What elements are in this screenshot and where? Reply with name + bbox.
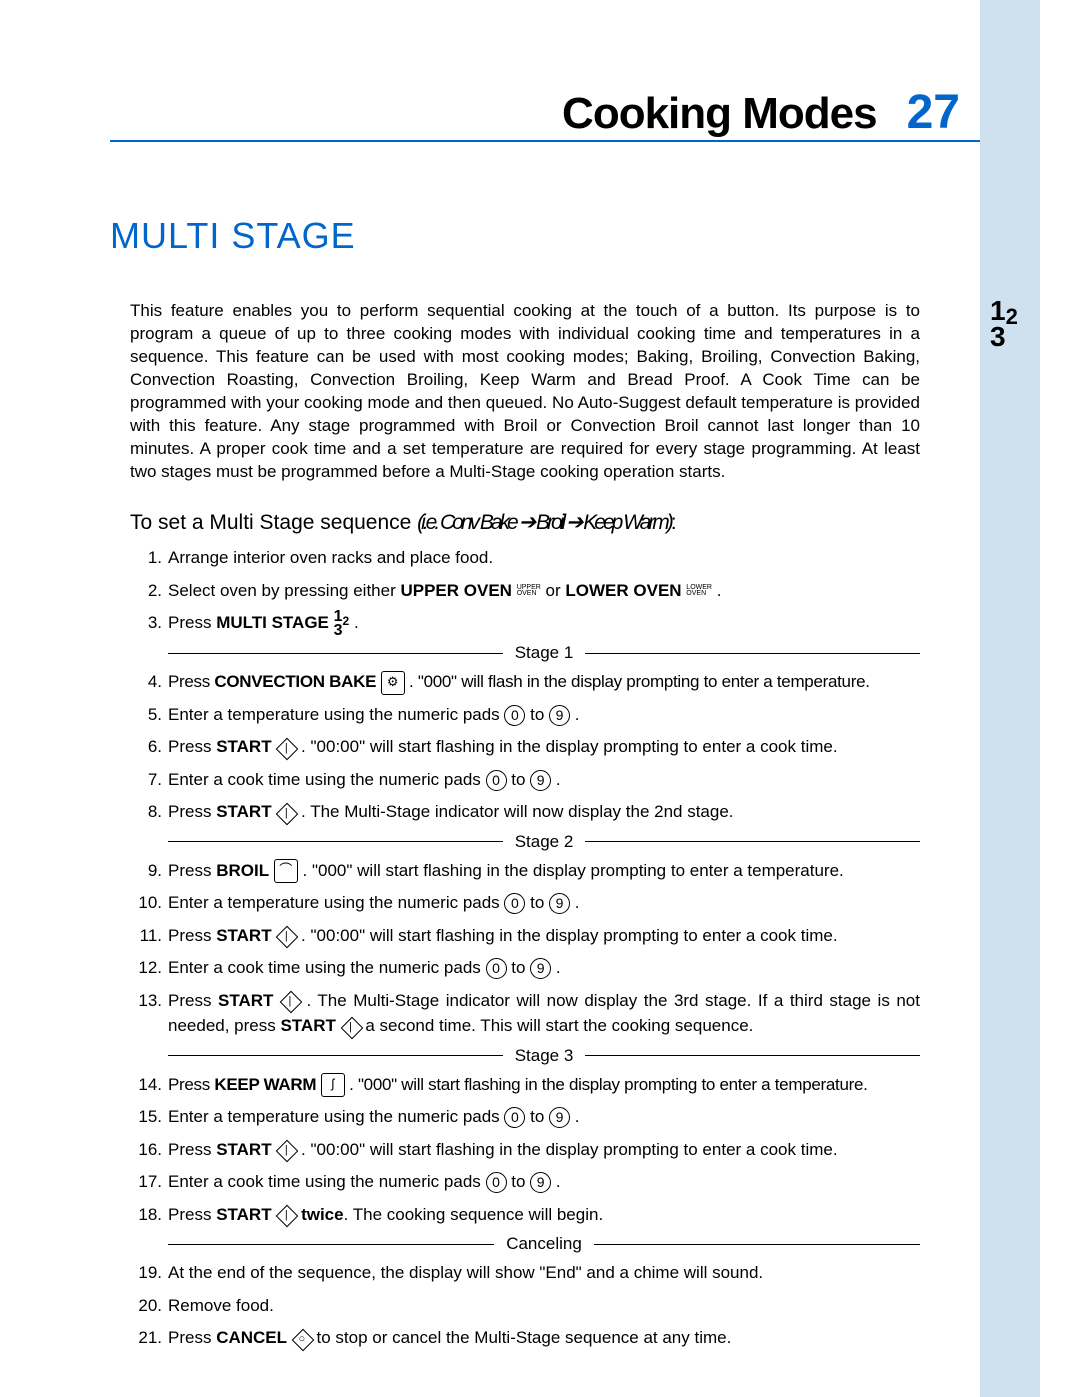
start-label: START — [280, 1016, 335, 1035]
start-icon: | — [276, 1140, 296, 1160]
convbake-label: CONVECTION BAKE — [214, 672, 376, 691]
step-13: 13. Press START | . The Multi-Stage indi… — [130, 988, 920, 1039]
start-icon: | — [276, 1205, 296, 1225]
step-4: 4. Press CONVECTION BAKE ⚙ . "000" will … — [130, 669, 920, 695]
subhead-example: (i.e. Conv Bake ➔ Broil ➔ Keep Warm) — [417, 511, 671, 534]
stage1-divider: Stage 1 — [168, 643, 920, 663]
broil-label: BROIL — [216, 861, 269, 880]
subhead-tail: : — [671, 511, 677, 534]
step-11: 11. Press START | . "00:00" will start f… — [130, 923, 920, 949]
canceling-divider: Canceling — [168, 1234, 920, 1254]
step-17: 17. Enter a cook time using the numeric … — [130, 1169, 920, 1195]
steps-list: 1. Arrange interior oven racks and place… — [130, 545, 920, 1358]
start-icon: | — [341, 1017, 361, 1037]
step-21: 21. Press CANCEL ○ to stop or cancel the… — [130, 1325, 920, 1351]
num-9-icon: 9 — [530, 770, 551, 791]
start-icon: | — [280, 991, 300, 1011]
num-0-icon: 0 — [486, 958, 507, 979]
cancel-icon: ○ — [292, 1329, 312, 1349]
lower-oven-icon: LOWEROVEN — [686, 585, 712, 598]
side-accent-bar — [980, 0, 1040, 1397]
header: Cooking Modes 27 — [0, 85, 1080, 140]
header-title: Cooking Modes — [562, 89, 877, 139]
header-rule — [110, 140, 980, 142]
num-0-icon: 0 — [504, 705, 525, 726]
stage2-divider: Stage 2 — [168, 832, 920, 852]
page-number: 27 — [907, 85, 960, 140]
step-num: 3. — [130, 610, 168, 636]
step-12: 12. Enter a cook time using the numeric … — [130, 955, 920, 981]
num-9-icon: 9 — [549, 1107, 570, 1128]
step-7: 7. Enter a cook time using the numeric p… — [130, 767, 920, 793]
subheading: To set a Multi Stage sequence (i.e. Conv… — [130, 510, 920, 535]
step-6: 6. Press START | . "00:00" will start fl… — [130, 734, 920, 760]
stage3-divider: Stage 3 — [168, 1046, 920, 1066]
step-9: 9. Press BROIL ⌒ . "000" will start flas… — [130, 858, 920, 884]
num-9-icon: 9 — [549, 893, 570, 914]
step-num: 1. — [130, 545, 168, 571]
page: Cooking Modes 27 MULTI STAGE 12 3 This f… — [0, 0, 1080, 1397]
multistage-label: MULTI STAGE — [216, 613, 329, 632]
start-label: START — [216, 1205, 271, 1224]
step-20: 20. Remove food. — [130, 1293, 920, 1319]
start-label: START — [216, 1140, 271, 1159]
step-15: 15. Enter a temperature using the numeri… — [130, 1104, 920, 1130]
step-16: 16. Press START | . "00:00" will start f… — [130, 1137, 920, 1163]
num-0-icon: 0 — [504, 893, 525, 914]
num-0-icon: 0 — [486, 770, 507, 791]
convbake-icon: ⚙ — [381, 671, 405, 695]
num-9-icon: 9 — [549, 705, 570, 726]
keepwarm-label: KEEP WARM — [214, 1075, 316, 1094]
intro-paragraph: This feature enables you to perform sequ… — [130, 300, 920, 484]
start-label: START — [218, 991, 273, 1010]
start-label: START — [216, 926, 271, 945]
step-2: 2. Select oven by pressing either UPPER … — [130, 578, 920, 604]
step-num: 2. — [130, 578, 168, 604]
step-14: 14. Press KEEP WARM ʃ . "000" will start… — [130, 1072, 920, 1098]
step-text: Arrange interior oven racks and place fo… — [168, 545, 920, 571]
start-icon: | — [276, 926, 296, 946]
keepwarm-icon: ʃ — [321, 1073, 345, 1097]
step-10: 10. Enter a temperature using the numeri… — [130, 890, 920, 916]
start-icon: | — [276, 803, 296, 823]
multistage-icon: 123 — [334, 611, 350, 637]
num-9-icon: 9 — [530, 958, 551, 979]
num-0-icon: 0 — [504, 1107, 525, 1128]
step-19: 19. At the end of the sequence, the disp… — [130, 1260, 920, 1286]
step-8: 8. Press START | . The Multi-Stage indic… — [130, 799, 920, 825]
step-text: Select oven by pressing either UPPER OVE… — [168, 578, 920, 604]
num-0-icon: 0 — [486, 1172, 507, 1193]
multistage-sidebar-icon: 12 3 — [980, 300, 1040, 348]
lower-oven-label: LOWER OVEN — [565, 581, 681, 600]
subhead-lead: To set a Multi Stage sequence — [130, 511, 417, 534]
start-label: START — [216, 802, 271, 821]
num-9-icon: 9 — [530, 1172, 551, 1193]
step-5: 5. Enter a temperature using the numeric… — [130, 702, 920, 728]
step-3: 3. Press MULTI STAGE 123 . — [130, 610, 920, 636]
section-title: MULTI STAGE — [110, 215, 356, 257]
broil-icon: ⌒ — [274, 859, 298, 883]
step-1: 1. Arrange interior oven racks and place… — [130, 545, 920, 571]
upper-oven-label: UPPER OVEN — [400, 581, 511, 600]
start-icon: | — [276, 738, 296, 758]
upper-oven-icon: UPPEROVEN — [517, 585, 541, 598]
step-18: 18. Press START | twice. The cooking seq… — [130, 1202, 920, 1228]
step-text: Press MULTI STAGE 123 . — [168, 610, 920, 636]
cancel-label: CANCEL — [216, 1328, 287, 1347]
start-label: START — [216, 737, 271, 756]
twice-label: twice — [301, 1205, 344, 1224]
